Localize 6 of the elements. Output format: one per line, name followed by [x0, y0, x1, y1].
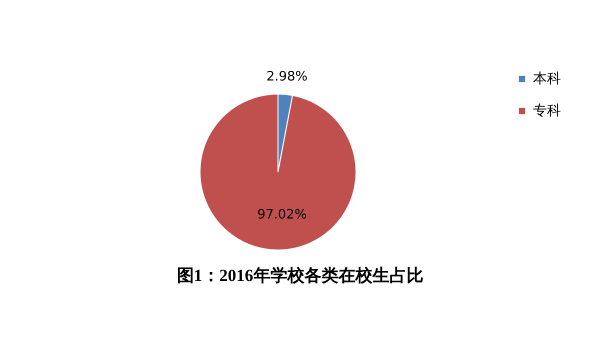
- legend-label: 本科: [533, 71, 561, 87]
- text: 图1：2016年学校各类在校生占比: [176, 266, 424, 285]
- legend-label: 专科: [533, 103, 561, 119]
- data-label: 97.02%: [257, 208, 307, 223]
- pie-slice: [200, 94, 356, 250]
- data-label: 2.98%: [266, 69, 308, 84]
